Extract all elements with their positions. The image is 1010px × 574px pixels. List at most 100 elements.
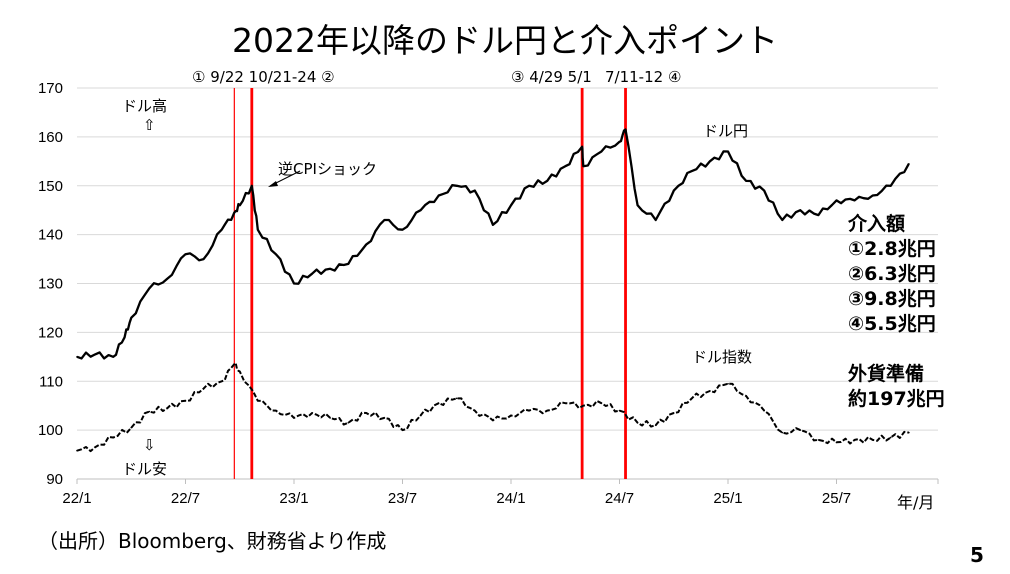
intervention-header: 介入額 [848, 213, 906, 235]
dxy-point [347, 421, 350, 424]
usdjpy-point [220, 228, 223, 231]
dxy-point [437, 402, 440, 405]
page-title: 2022年以降のドル円と介入ポイント [232, 21, 778, 60]
intervention-amounts: 介入額 ①2.8兆円 ②6.3兆円 ③9.8兆円 ④5.5兆円 [848, 212, 936, 337]
y-tick-label: 150 [38, 178, 63, 195]
usdjpy-point [130, 316, 133, 319]
x-tick-label: 23/7 [388, 490, 417, 507]
dxy-point [76, 449, 78, 452]
usdjpy-point [817, 214, 820, 216]
down-arrow-icon: ⇩ [143, 436, 156, 454]
dxy-line [76, 362, 909, 453]
usdjpy-point [238, 204, 241, 207]
dxy-point [781, 431, 784, 434]
usdjpy-point [727, 150, 729, 153]
usdjpy-point [581, 145, 583, 148]
dxy-point [564, 402, 567, 405]
usdjpy-point [618, 140, 621, 143]
dollar-high-label: ドル高 [122, 97, 168, 115]
intervention-amount-4: ④5.5兆円 [848, 313, 936, 335]
up-arrow-icon: ⇧ [143, 116, 156, 134]
intervention-label-4: 7/11-12 ④ [605, 68, 682, 86]
x-tick-label: 25/1 [713, 490, 742, 507]
usdjpy-point [311, 272, 313, 275]
usdjpy-point [329, 268, 331, 270]
dxy-point [835, 441, 838, 444]
dxy-point [419, 414, 422, 417]
dxy-point [546, 409, 548, 412]
cpi-shock-arrowhead [268, 181, 278, 187]
fx-reserves-label: 外貨準備 [848, 363, 925, 385]
dxy-point [600, 402, 603, 405]
dxy-point [401, 429, 404, 431]
usdjpy-point [233, 211, 236, 214]
x-tick-label: 24/1 [496, 490, 525, 507]
dxy-point [220, 380, 223, 383]
page-number: 5 [970, 543, 984, 567]
y-tick-label: 130 [38, 276, 63, 293]
dxy-point [799, 429, 802, 431]
usdjpy-point [293, 282, 295, 285]
usdjpy-point [455, 184, 458, 187]
y-tick-label: 120 [38, 324, 63, 341]
dxy-series-label: ドル指数 [692, 348, 753, 366]
dxy-point [365, 412, 368, 414]
y-tick-label: 100 [38, 422, 63, 439]
usdjpy-point [636, 204, 639, 207]
usdjpy-line [76, 128, 910, 360]
dxy-point [94, 446, 96, 449]
dxy-point [853, 439, 856, 441]
usdjpy-point [889, 184, 892, 187]
usdjpy-point [202, 258, 205, 260]
dxy-point [636, 421, 639, 424]
usdjpy-point [94, 353, 96, 356]
usdjpy-point [582, 165, 585, 167]
dxy-point [202, 387, 205, 390]
usdjpy-point [763, 189, 765, 192]
dxy-point [311, 412, 313, 414]
usdjpy-point [419, 209, 422, 211]
dxy-point [166, 407, 169, 409]
intervention-amount-3: ③9.8兆円 [848, 288, 936, 310]
usdjpy-point [871, 194, 874, 197]
dxy-point [184, 400, 187, 402]
source-note: （出所）Bloomberg、財務省より作成 [38, 529, 387, 553]
dxy-point [528, 409, 530, 412]
dxy-point [130, 426, 133, 429]
usdjpy-point [528, 184, 530, 187]
dxy-point [257, 400, 259, 402]
usdjpy-point [76, 356, 78, 358]
usdjpy-point [709, 160, 711, 163]
dxy-point [293, 417, 295, 419]
dxy-point [455, 397, 458, 400]
dxy-point [148, 410, 151, 413]
dxy-point [233, 363, 236, 365]
dxy-point [691, 397, 693, 400]
dxy-point [329, 417, 331, 419]
dxy-point [745, 395, 747, 397]
usdjpy-point [691, 170, 693, 172]
x-tick-label: 22/7 [171, 490, 200, 507]
usdjpy-point [401, 228, 404, 231]
dxy-point [510, 414, 512, 417]
y-tick-label: 170 [38, 80, 63, 97]
dollar-low-label: ドル安 [122, 460, 168, 478]
dxy-point [654, 424, 657, 427]
cpi-shock-label: 逆CPIショック [278, 160, 377, 178]
usdjpy-point [546, 180, 548, 182]
dxy-point [672, 412, 675, 414]
usdjpy-point [510, 204, 512, 207]
usdjpy-point [799, 209, 802, 211]
usdjpy-point [492, 224, 494, 226]
fx-reserves-value: 約197兆円 [848, 388, 945, 410]
dxy-point [112, 436, 114, 439]
usdjpy-point [347, 263, 350, 265]
usdjpy-point [365, 243, 368, 246]
fx-reserves: 外貨準備 約197兆円 [848, 362, 945, 412]
x-tick-label: 25/7 [822, 490, 851, 507]
intervention-amount-2: ②6.3兆円 [848, 263, 936, 285]
dxy-point [492, 419, 494, 422]
dxy-point [727, 382, 729, 385]
usdjpy-point [275, 253, 277, 255]
